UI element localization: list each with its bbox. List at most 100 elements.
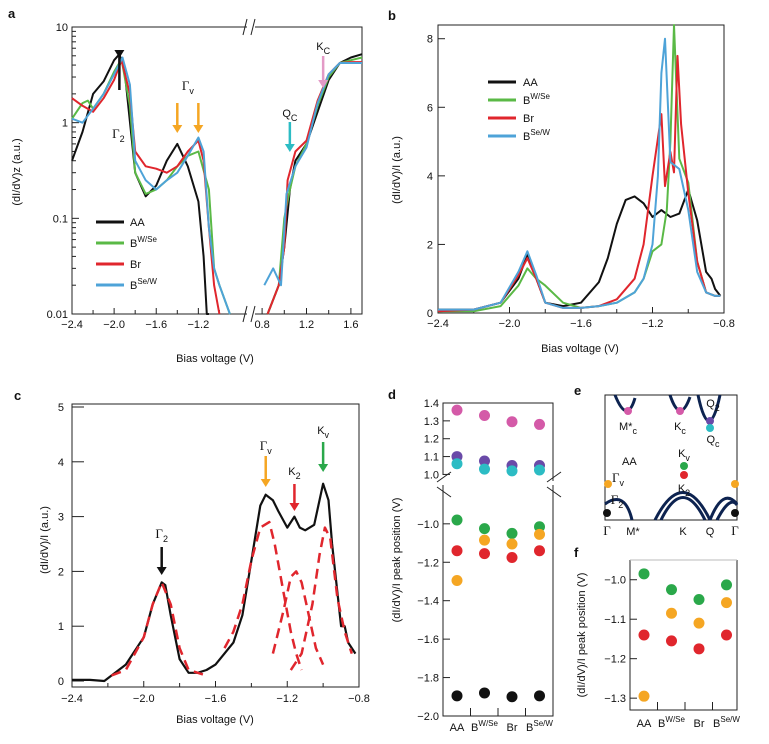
a-legend-label: BW/Se (130, 235, 157, 250)
d-point-Mc*/Kc (506, 416, 518, 428)
e-label-qc: Qc (706, 434, 720, 449)
d-ytick-label: 1.3 (424, 416, 439, 428)
e-label-kc: Kc (674, 421, 686, 436)
f-point-K2 (666, 635, 677, 647)
b-legend-label: AA (523, 77, 538, 89)
f-point-Kv (693, 593, 705, 605)
e-band-line (604, 498, 634, 521)
f-point-K2 (721, 629, 732, 641)
b-series-Br (437, 54, 721, 313)
c-ylabel: (dI/dV)/I (a.u.) (39, 506, 51, 574)
a-arrow-qc-head (284, 144, 295, 152)
f-point-Γv (693, 617, 705, 629)
a-ytick-label: 0.1 (53, 213, 68, 225)
b-xtick-label: −2.0 (499, 318, 521, 330)
c-annot-gammav: Γv (260, 438, 273, 456)
d-point-Γv (479, 534, 490, 546)
e-label-gammav: Γv (612, 470, 625, 488)
e-state-point (680, 462, 688, 470)
c-annot-k2: K2 (288, 466, 300, 481)
panel-label-e: e (574, 383, 581, 398)
e-band-line (715, 500, 739, 521)
e-label-kv: Kv (678, 448, 690, 463)
e-state-point (731, 480, 739, 488)
f-point-Kv (666, 584, 677, 596)
e-state-point (676, 407, 684, 415)
c-xtick-label: −2.0 (133, 693, 155, 705)
d-point-Qc (451, 458, 463, 470)
c-series-measured (72, 482, 357, 683)
e-xtick-label: K (679, 526, 687, 538)
d-point-Γ2 (451, 690, 463, 702)
c-xtick-label: −1.2 (276, 693, 298, 705)
a-break-mark-top-0 (242, 18, 248, 36)
e-state-point (624, 407, 632, 415)
a-break-mark-top-1 (250, 18, 256, 36)
a-legend-label: Br (130, 259, 141, 271)
a-arrow-kc-head (318, 80, 329, 88)
d-ytick-label: −1.6 (417, 634, 439, 646)
c-series-fit-Γv (223, 520, 303, 671)
f-frame (629, 560, 738, 711)
c-series-fit-K2 (271, 570, 325, 666)
d-point-Kv (451, 514, 463, 526)
a-series-BSe-W (71, 56, 231, 315)
f-ytick-label: −1.3 (604, 693, 626, 705)
panel-label-f: f (574, 545, 579, 560)
d-point-Qc (479, 463, 490, 475)
e-xtick-label: Γ (603, 523, 611, 538)
e-label-k2: K2 (678, 483, 690, 498)
panel-label-d: d (388, 387, 396, 402)
c-ytick-label: 2 (58, 566, 64, 578)
e-xtick-label: Q (706, 526, 715, 538)
d-ytick-label: 1.4 (424, 398, 439, 410)
b-ytick-label: 8 (427, 34, 433, 46)
e-xtick-label: M* (626, 526, 640, 538)
f-ytick-label: −1.1 (604, 614, 626, 626)
e-state-point (680, 471, 688, 479)
a-ytick-label: 1 (62, 118, 68, 130)
d-point-Γv (506, 538, 518, 550)
b-legend-label: BSe/W (523, 128, 550, 143)
c-ytick-label: 0 (58, 676, 64, 688)
c-annot-kv: Kv (317, 425, 329, 440)
a-xtick-label: −2.0 (103, 319, 125, 331)
f-point-K2 (693, 643, 705, 655)
d-break-mark (436, 486, 452, 498)
d-ytick-label: −1.0 (417, 519, 439, 531)
e-xtick-label: Γ (731, 523, 739, 538)
f-point-Kv (638, 568, 650, 580)
d-point-Q2 (479, 455, 490, 467)
d-break-mark (546, 486, 562, 498)
f-point-Γv (638, 690, 650, 702)
d-point-Mc*/Kc (451, 404, 463, 416)
a-break-mask-bottom (247, 311, 255, 317)
a-xlabel: Bias voltage (V) (176, 353, 254, 365)
f-ytick-label: −1.0 (604, 575, 626, 587)
f-xtick-label: Br (694, 718, 705, 730)
f-xtick-label: BW/Se (658, 715, 685, 730)
c-arrow-gamma2-head (156, 567, 167, 575)
f-ytick-label: −1.2 (604, 654, 626, 666)
d-point-Kv (534, 521, 545, 533)
d-point-K2 (534, 545, 545, 557)
b-series-BSe-W (438, 37, 721, 311)
a-arrow-gammav-1-head (172, 125, 183, 133)
e-stacking-label: AA (622, 456, 637, 468)
d-point-Γ2 (506, 691, 518, 703)
b-xtick-label: −0.8 (713, 318, 735, 330)
d-point-Γv (451, 575, 463, 587)
b-ylabel: (dI/dV)/I (a.u.) (391, 136, 403, 204)
c-xlabel: Bias voltage (V) (176, 714, 254, 726)
e-state-point (706, 424, 714, 432)
d-point-Mc*/Kc (479, 410, 490, 421)
d-break-mark (546, 471, 562, 483)
a-ytick-label: 0.01 (47, 309, 68, 321)
d-point-Qc (506, 465, 518, 477)
a-break-mark-bottom-1 (250, 305, 256, 323)
a-xtick-label: −1.6 (145, 319, 167, 331)
d-point-Γv (534, 528, 545, 540)
d-break-mark (436, 471, 452, 483)
b-xtick-label: −1.2 (642, 318, 664, 330)
